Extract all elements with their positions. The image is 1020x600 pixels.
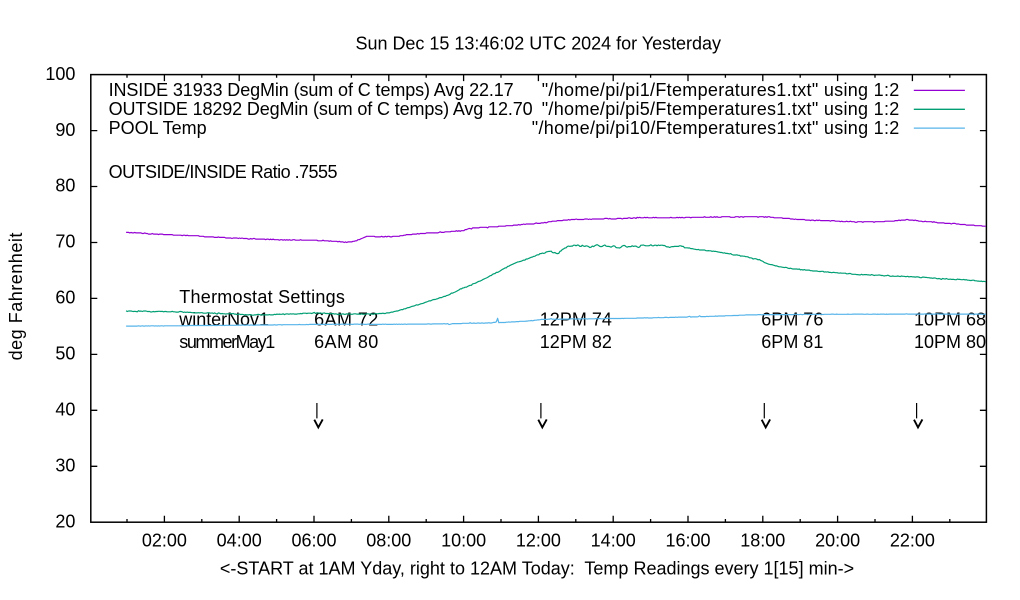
svg-text:Thermostat Settings: Thermostat Settings	[179, 287, 345, 307]
svg-text:22:00: 22:00	[890, 530, 935, 550]
svg-text:08:00: 08:00	[366, 530, 411, 550]
svg-text:6PM 81: 6PM 81	[761, 332, 823, 352]
svg-text:02:00: 02:00	[142, 530, 187, 550]
svg-text:OUTSIDE 18292 DegMin (sum of C: OUTSIDE 18292 DegMin (sum of C temps) Av…	[109, 99, 533, 119]
svg-text:POOL Temp: POOL Temp	[109, 118, 207, 138]
svg-text:60: 60	[55, 288, 75, 308]
svg-text:100: 100	[45, 64, 75, 84]
svg-text:10PM 80: 10PM 80	[914, 332, 986, 352]
svg-text:6PM 76: 6PM 76	[761, 310, 823, 330]
svg-text:Sun Dec 15 13:46:02 UTC 2024 f: Sun Dec 15 13:46:02 UTC 2024 for Yesterd…	[356, 34, 722, 54]
svg-text:50: 50	[55, 344, 75, 364]
svg-text:6AM 80: 6AM 80	[314, 332, 378, 352]
svg-text:deg Fahrenheit: deg Fahrenheit	[6, 233, 26, 361]
svg-text:10:00: 10:00	[441, 530, 486, 550]
svg-text:40: 40	[55, 400, 75, 420]
svg-text:16:00: 16:00	[665, 530, 710, 550]
svg-text:20:00: 20:00	[815, 530, 860, 550]
svg-text:12:00: 12:00	[516, 530, 561, 550]
svg-text:"/home/pi/pi5/Ftemperatures1.t: "/home/pi/pi5/Ftemperatures1.txt" using …	[542, 99, 900, 119]
svg-text:10PM 68: 10PM 68	[914, 310, 986, 330]
svg-text:70: 70	[55, 232, 75, 252]
svg-text:90: 90	[55, 120, 75, 140]
svg-text:"/home/pi/pi1/Ftemperatures1.t: "/home/pi/pi1/Ftemperatures1.txt" using …	[542, 80, 900, 100]
svg-text:20: 20	[55, 511, 75, 531]
svg-text:OUTSIDE/INSIDE Ratio .7555: OUTSIDE/INSIDE Ratio .7555	[109, 162, 338, 182]
svg-text:"/home/pi/pi10/Ftemperatures1.: "/home/pi/pi10/Ftemperatures1.txt" using…	[532, 118, 900, 138]
svg-text:04:00: 04:00	[217, 530, 262, 550]
svg-text:06:00: 06:00	[291, 530, 336, 550]
svg-text:<-START at 1AM Yday, right to: <-START at 1AM Yday, right to 12AM Today…	[220, 559, 854, 579]
svg-text:12PM 82: 12PM 82	[540, 332, 612, 352]
svg-text:summerMay1: summerMay1	[179, 332, 275, 352]
svg-text:80: 80	[55, 176, 75, 196]
svg-text:INSIDE 31933 DegMin (sum of C: INSIDE 31933 DegMin (sum of C temps) Avg…	[109, 80, 514, 100]
svg-text:30: 30	[55, 456, 75, 476]
svg-text:14:00: 14:00	[591, 530, 636, 550]
svg-text:18:00: 18:00	[740, 530, 785, 550]
